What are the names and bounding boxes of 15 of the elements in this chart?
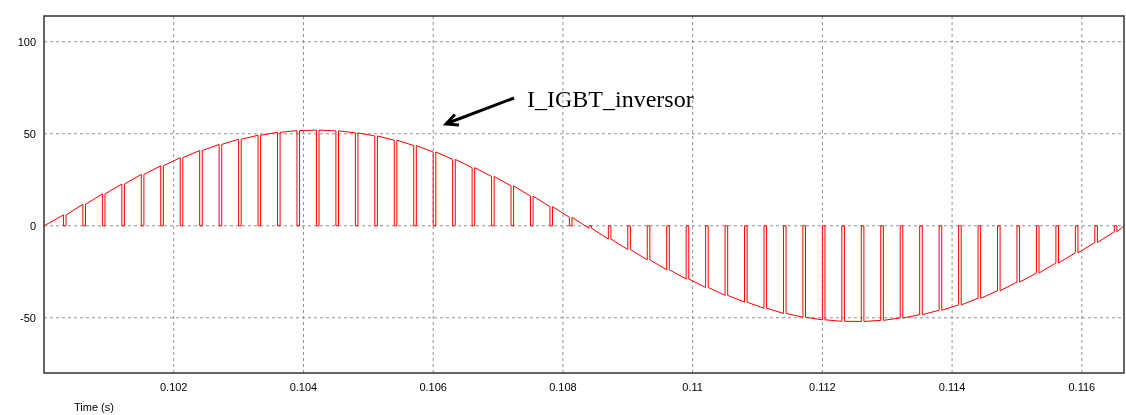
- x-tick-label: 0.108: [549, 381, 577, 393]
- y-tick-label: -50: [20, 311, 36, 324]
- line-series: [44, 129, 1124, 322]
- x-tick-label: 0.116: [1068, 381, 1096, 393]
- x-tick-label: 0.11: [682, 381, 703, 393]
- x-tick-label: 0.112: [809, 381, 836, 393]
- x-tick-label: 0.104: [289, 381, 318, 393]
- y-tick-label: 50: [23, 127, 36, 140]
- x-axis-title: Time (s): [74, 401, 114, 413]
- y-tick-label: 0: [29, 219, 36, 232]
- annotation: I_IGBT_inversor: [527, 86, 694, 112]
- y-tick-label: 100: [17, 35, 36, 48]
- x-tick-label: 0.106: [419, 381, 447, 393]
- x-tick-label: 0.114: [938, 381, 966, 393]
- x-tick-label: 0.102: [159, 381, 188, 393]
